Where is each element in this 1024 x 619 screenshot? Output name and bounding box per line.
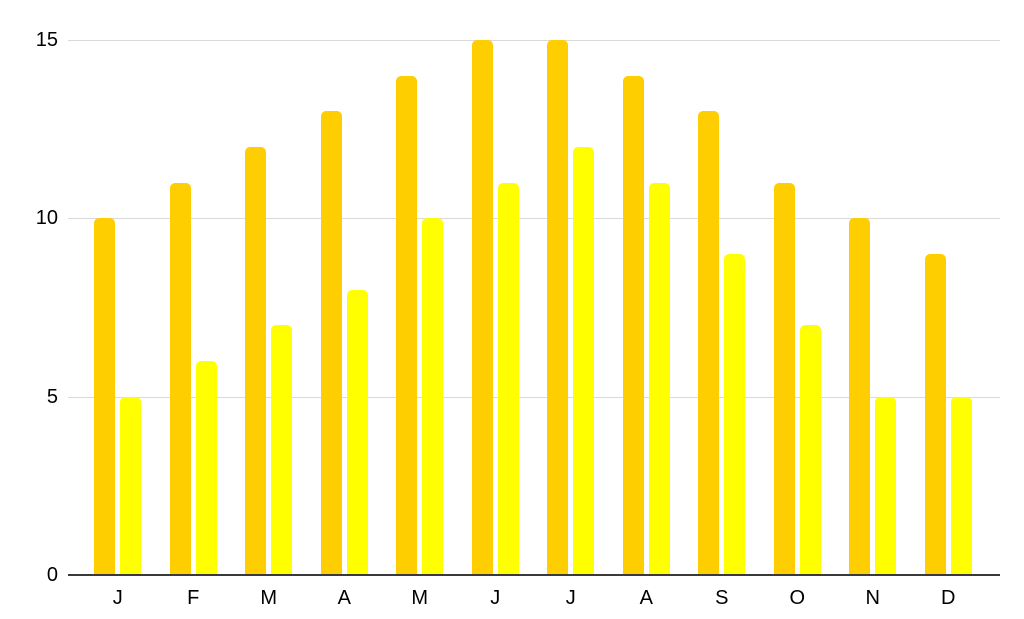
bar-gold-series xyxy=(924,254,946,575)
bar-group-4 xyxy=(307,0,383,575)
gridline xyxy=(68,218,1000,220)
bar-yellow-series xyxy=(875,396,897,575)
x-tick-label: J xyxy=(490,587,501,609)
bar-yellow-series xyxy=(648,182,670,575)
y-tick-label: 5 xyxy=(46,385,58,408)
bar-gold-series xyxy=(622,75,644,575)
x-tick-label: N xyxy=(865,587,880,609)
bar-yellow-series xyxy=(950,396,972,575)
x-tick-label: A xyxy=(639,587,653,609)
y-tick-label: 0 xyxy=(46,564,58,586)
x-tick-label: J xyxy=(565,587,576,609)
bar-yellow-series xyxy=(573,147,595,575)
bar-group-1 xyxy=(80,0,156,575)
y-tick-label: 15 xyxy=(35,29,58,51)
x-tick-label: O xyxy=(789,587,806,609)
x-tick-label: M xyxy=(411,587,429,609)
bar-group-3 xyxy=(231,0,307,575)
bar-gold-series xyxy=(169,182,191,575)
bar-group-2 xyxy=(156,0,232,575)
x-axis-line xyxy=(68,574,1000,576)
bar-gold-series xyxy=(698,111,720,575)
x-tick-label: M xyxy=(260,587,278,609)
x-tick-label: J xyxy=(112,587,123,609)
bar-gold-series xyxy=(849,218,871,575)
bar-yellow-series xyxy=(195,361,217,575)
bar-gold-series xyxy=(396,75,418,575)
bar-group-6 xyxy=(458,0,534,575)
gridline xyxy=(68,40,1000,41)
bar-yellow-series xyxy=(346,289,368,575)
bar-group-10 xyxy=(760,0,836,575)
x-tick-label: D xyxy=(941,587,956,609)
bar-gold-series xyxy=(320,111,342,575)
bar-gold-series xyxy=(94,218,116,575)
bar-group-8 xyxy=(609,0,685,575)
x-tick-label: F xyxy=(187,587,200,609)
bar-gold-series xyxy=(471,40,493,575)
bar-yellow-series xyxy=(422,218,444,575)
bar-yellow-series xyxy=(799,325,821,575)
y-tick-label: 10 xyxy=(35,207,58,230)
plot-area xyxy=(80,0,986,575)
bar-gold-series xyxy=(245,147,267,575)
bar-group-12 xyxy=(911,0,987,575)
bar-group-5 xyxy=(382,0,458,575)
bar-yellow-series xyxy=(271,325,293,575)
bar-group-9 xyxy=(684,0,760,575)
bar-gold-series xyxy=(547,40,569,575)
bar-yellow-series xyxy=(724,254,746,575)
x-tick-label: A xyxy=(337,587,351,609)
gridline xyxy=(68,396,1000,398)
bar-gold-series xyxy=(773,182,795,575)
bar-yellow-series xyxy=(120,396,142,575)
bar-yellow-series xyxy=(497,182,519,575)
x-tick-label: S xyxy=(715,587,729,609)
bar-group-11 xyxy=(835,0,911,575)
bar-group-7 xyxy=(533,0,609,575)
